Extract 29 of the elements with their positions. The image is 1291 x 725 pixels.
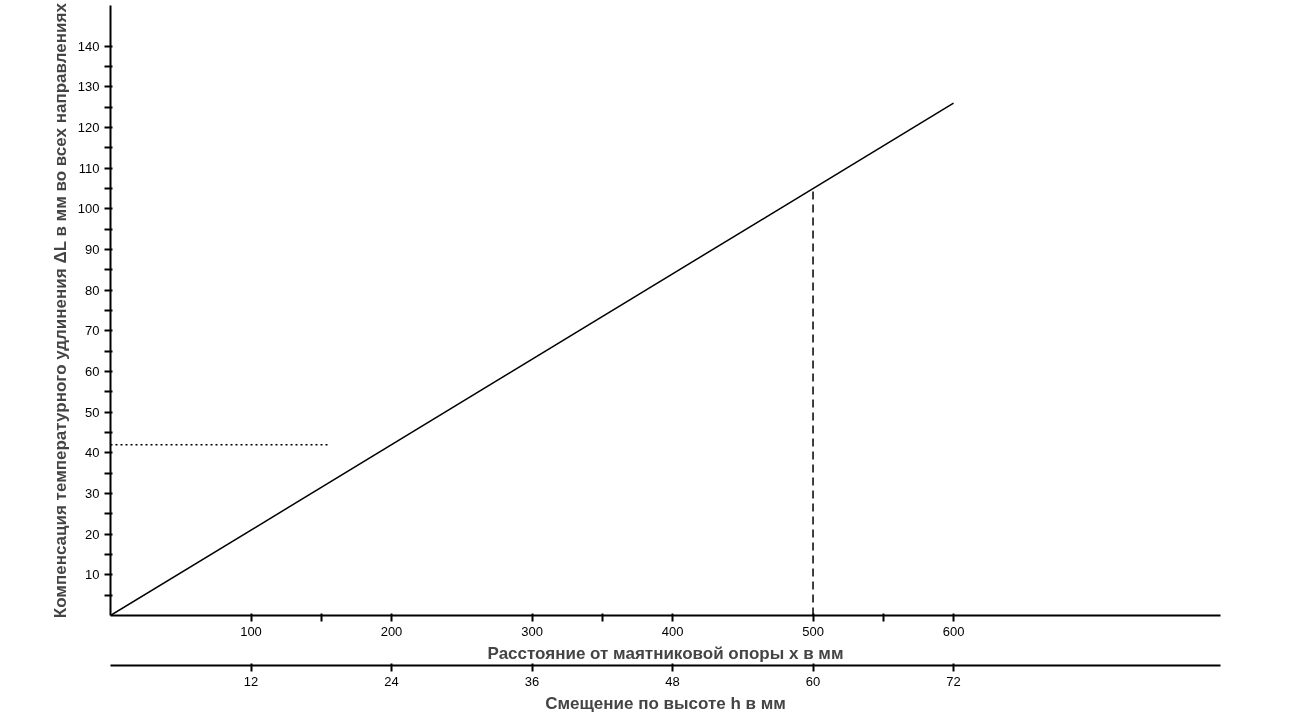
x-tick-label: 400 (661, 623, 684, 639)
y-tick-label: 40 (85, 445, 100, 461)
x2-tick-label: 12 (243, 673, 259, 689)
x-tick-label: 600 (942, 623, 965, 639)
x2-tick-label: 48 (665, 673, 680, 689)
x2-axis-title: Смещение по высоте h в мм (545, 693, 786, 713)
x-tick-label: 300 (521, 623, 543, 639)
y-tick-label: 60 (85, 364, 100, 379)
x-tick-label: 200 (380, 623, 403, 639)
x2-tick-label: 60 (805, 673, 821, 689)
y-tick-label: 110 (78, 160, 100, 176)
y-tick-label: 30 (85, 486, 100, 501)
y-tick-label: 140 (77, 38, 100, 54)
y-tick-label: 130 (77, 79, 100, 95)
x2-tick-label: 36 (524, 673, 540, 689)
y-tick-label: 80 (85, 282, 100, 298)
x-tick-label: 500 (802, 623, 824, 639)
y-tick-label: 10 (85, 567, 100, 583)
y-tick-label: 70 (85, 323, 100, 339)
y-tick-label: 20 (85, 526, 100, 542)
x-tick-label: 100 (240, 623, 262, 639)
y-tick-label: 50 (85, 404, 100, 420)
y-axis-title: Компенсация температурного удлинения ΔL в мм во всех направлениях (50, 2, 70, 619)
x2-tick-label: 72 (946, 673, 961, 689)
x-axis-title: Расстояние от маятниковой опоры x в мм (487, 643, 844, 663)
y-tick-label: 100 (77, 201, 100, 217)
y-tick-label: 90 (85, 242, 100, 257)
y-tick-label: 120 (77, 120, 100, 135)
x2-tick-label: 24 (384, 673, 399, 689)
